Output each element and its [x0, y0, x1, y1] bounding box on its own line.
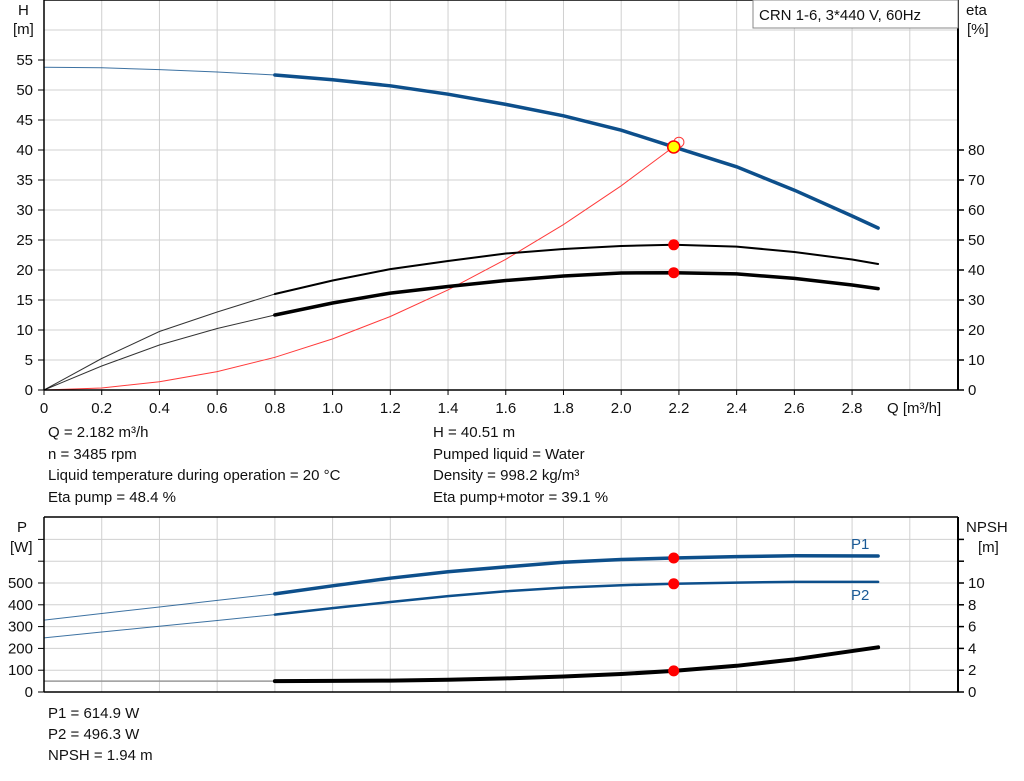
- info-temperature: Liquid temperature during operation = 20…: [48, 467, 341, 484]
- x-tick-label: 0.8: [264, 400, 285, 417]
- h-tick-label: 10: [16, 322, 33, 339]
- npsh-axis-unit: [m]: [978, 539, 999, 556]
- eta-pump-curve-extrapolated: [43, 293, 276, 391]
- h-tick-label: 20: [16, 262, 33, 279]
- h-axis-title: H: [18, 2, 29, 19]
- x-tick-label: 0.6: [207, 400, 228, 417]
- h-tick-label: 30: [16, 202, 33, 219]
- p-tick-label: 400: [8, 597, 33, 614]
- duty-point-head: [666, 140, 681, 154]
- npsh-tick-label: 0: [968, 684, 976, 701]
- duty-point-eta_pump: [668, 239, 680, 251]
- eta-tick-label: 50: [968, 232, 985, 249]
- eta-total-curve-extrapolated: [43, 314, 276, 391]
- head-curve: [273, 73, 880, 230]
- x-tick-label: 2.6: [784, 400, 805, 417]
- info-eta-total: Eta pump+motor = 39.1 %: [433, 489, 609, 506]
- eta-tick-label: 30: [968, 292, 985, 309]
- x-tick-label: 1.6: [495, 400, 516, 417]
- duty-point-eta_total: [668, 267, 680, 279]
- npsh-curve: [272, 645, 881, 684]
- info-p2: P2 = 496.3 W: [48, 726, 140, 743]
- x-tick-label: 1.8: [553, 400, 574, 417]
- x-tick-label: 0.2: [91, 400, 112, 417]
- h-tick-label: 0: [25, 382, 33, 399]
- axes: [38, 0, 964, 693]
- npsh-tick-label: 8: [968, 597, 976, 614]
- p-axis-title: P: [17, 519, 27, 536]
- eta-tick-label: 0: [968, 382, 976, 399]
- tick-labels: 0 0.2 0.4 0.6 0.8 1.0 1.2 1.4 1.6 1.8 2.0 2.2 2.4 2.6…: [8, 52, 985, 701]
- x-tick-label: 1.2: [380, 400, 401, 417]
- npsh-tick-label: 4: [968, 640, 976, 657]
- duty-point-p2: [668, 578, 680, 590]
- info-speed: n = 3485 rpm: [48, 446, 137, 463]
- npsh-tick-label: 2: [968, 662, 976, 679]
- eta-tick-label: 60: [968, 202, 985, 219]
- h-axis-unit: [m]: [13, 21, 34, 38]
- eta-axis-title: eta: [966, 2, 988, 19]
- x-tick-label: 1.4: [438, 400, 459, 417]
- h-tick-label: 50: [16, 82, 33, 99]
- x-tick-label: 0: [40, 400, 48, 417]
- top-chart-grid: [43, 0, 958, 390]
- h-tick-label: 55: [16, 52, 33, 69]
- h-tick-label: 40: [16, 142, 33, 159]
- q-axis-title: Q [m³/h]: [887, 400, 941, 417]
- p2-curve-label: P2: [851, 587, 869, 604]
- h-tick-label: 15: [16, 292, 33, 309]
- info-flow: Q = 2.182 m³/h: [48, 424, 149, 441]
- head-curve-extrapolated: [43, 66, 275, 76]
- info-p1: P1 = 614.9 W: [48, 705, 140, 722]
- system-curve: [43, 142, 680, 391]
- npsh-axis-title: NPSH: [966, 519, 1008, 536]
- eta-tick-label: 10: [968, 352, 985, 369]
- h-tick-label: 5: [25, 352, 33, 369]
- info-density: Density = 998.2 kg/m³: [433, 467, 580, 484]
- legend-box-text: CRN 1-6, 3*440 V, 60Hz: [759, 7, 921, 24]
- p-tick-label: 500: [8, 575, 33, 592]
- h-tick-label: 25: [16, 232, 33, 249]
- info-head: H = 40.51 m: [433, 424, 516, 441]
- legend-box: [752, 0, 959, 29]
- curves: [43, 66, 881, 684]
- p2-curve: [273, 580, 880, 616]
- p-tick-label: 100: [8, 662, 33, 679]
- x-tick-label: 2.4: [726, 400, 747, 417]
- eta-tick-label: 80: [968, 142, 985, 159]
- info-eta-pump: Eta pump = 48.4 %: [48, 489, 176, 506]
- p-tick-label: 0: [25, 684, 33, 701]
- eta-tick-label: 70: [968, 172, 985, 189]
- npsh-tick-label: 10: [968, 575, 985, 592]
- duty-point-npsh: [668, 665, 680, 677]
- p1-curve: [273, 554, 880, 596]
- p-tick-label: 200: [8, 640, 33, 657]
- npsh-tick-label: 6: [968, 619, 976, 636]
- p1-curve-label: P1: [851, 536, 869, 553]
- x-tick-label: 2.0: [611, 400, 632, 417]
- h-tick-label: 45: [16, 112, 33, 129]
- p2-curve-extrapolated: [43, 614, 275, 639]
- info-npsh: NPSH = 1.94 m: [48, 747, 153, 764]
- h-tick-label: 35: [16, 172, 33, 189]
- duty-point-p1: [668, 552, 680, 564]
- eta-axis-unit: [%]: [967, 21, 989, 38]
- info-liquid: Pumped liquid = Water: [433, 446, 585, 463]
- eta-total-curve: [273, 270, 880, 317]
- x-tick-label: 2.8: [842, 400, 863, 417]
- p-axis-unit: [W]: [10, 539, 33, 556]
- p1-curve-extrapolated: [43, 593, 275, 621]
- x-tick-label: 2.2: [668, 400, 689, 417]
- eta-tick-label: 20: [968, 322, 985, 339]
- eta-tick-label: 40: [968, 262, 985, 279]
- x-tick-label: 1.0: [322, 400, 343, 417]
- eta-pump-curve: [273, 243, 880, 295]
- p-tick-label: 300: [8, 619, 33, 636]
- x-tick-label: 0.4: [149, 400, 170, 417]
